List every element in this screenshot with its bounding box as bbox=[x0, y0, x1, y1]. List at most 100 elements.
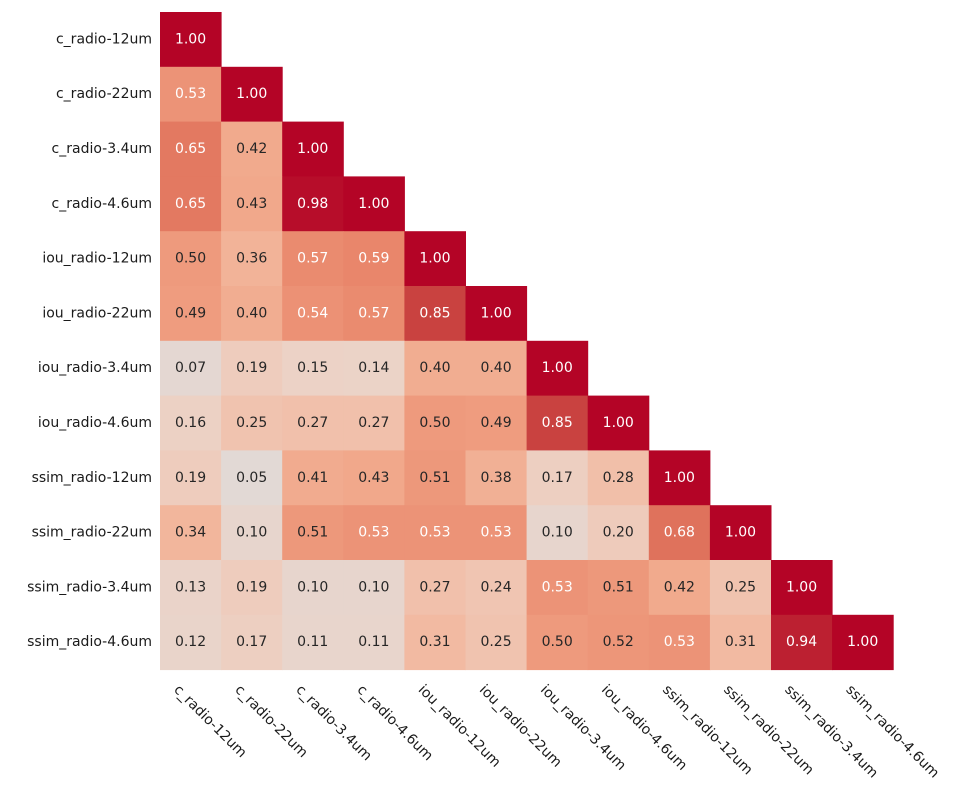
cell-value-label: 0.54 bbox=[297, 305, 328, 321]
cell-value-label: 0.11 bbox=[297, 634, 328, 650]
cell-value-label: 0.27 bbox=[297, 415, 328, 431]
cell-value-label: 0.50 bbox=[175, 251, 206, 267]
heatmap-cell bbox=[465, 614, 528, 671]
row-tick-label: ssim_radio-22um bbox=[32, 525, 152, 541]
heatmap-cell bbox=[160, 286, 222, 342]
cell-value-label: 1.00 bbox=[542, 360, 573, 376]
cell-value-label: 0.65 bbox=[175, 196, 206, 212]
cell-value-label: 1.00 bbox=[419, 251, 450, 267]
heatmap-cell bbox=[343, 340, 405, 397]
heatmap-cell bbox=[160, 121, 222, 177]
heatmap-cell bbox=[282, 176, 344, 232]
cell-value-label: 0.16 bbox=[175, 415, 206, 431]
cell-value-label: 0.85 bbox=[542, 415, 573, 431]
heatmap-cell bbox=[526, 395, 589, 451]
heatmap-cell bbox=[343, 286, 405, 342]
cell-value-label: 0.31 bbox=[419, 634, 450, 650]
heatmap-cell bbox=[404, 450, 466, 506]
cell-value-label: 0.14 bbox=[358, 360, 389, 376]
heatmap-cell bbox=[709, 614, 772, 671]
row-tick-label: c_radio-4.6um bbox=[52, 196, 152, 212]
cell-value-label: 0.05 bbox=[236, 470, 267, 486]
cell-value-label: 1.00 bbox=[786, 579, 817, 595]
heatmap-cell bbox=[221, 560, 283, 616]
cell-value-label: 0.10 bbox=[542, 525, 573, 541]
row-tick-label: c_radio-12um bbox=[56, 31, 152, 47]
heatmap-cell bbox=[526, 340, 589, 397]
cell-value-label: 0.40 bbox=[236, 305, 267, 321]
cell-value-label: 0.19 bbox=[175, 470, 206, 486]
heatmap-cell bbox=[221, 395, 283, 451]
heatmap-cell bbox=[282, 395, 344, 451]
heatmap-cell bbox=[343, 176, 405, 232]
row-tick-label: iou_radio-22um bbox=[42, 305, 152, 321]
heatmap-cell bbox=[648, 450, 711, 506]
heatmap-cell bbox=[648, 505, 711, 561]
heatmap-cell bbox=[343, 450, 405, 506]
cell-value-label: 0.25 bbox=[480, 634, 511, 650]
cell-value-label: 0.10 bbox=[236, 525, 267, 541]
cell-value-label: 1.00 bbox=[725, 525, 756, 541]
heatmap-cell bbox=[282, 121, 344, 177]
cell-value-label: 0.17 bbox=[542, 470, 573, 486]
heatmap-cell bbox=[221, 505, 283, 561]
cell-value-label: 0.15 bbox=[297, 360, 328, 376]
cell-value-label: 0.24 bbox=[480, 579, 511, 595]
row-tick-label: c_radio-3.4um bbox=[52, 141, 152, 157]
cell-value-label: 0.19 bbox=[236, 360, 267, 376]
heatmap-cell bbox=[160, 395, 222, 451]
cell-value-label: 1.00 bbox=[175, 31, 206, 47]
row-labels: c_radio-12um c_radio-22um c_radio-3.4um c_r… bbox=[27, 31, 152, 650]
heatmap-cell bbox=[526, 505, 589, 561]
cell-value-label: 0.42 bbox=[664, 579, 695, 595]
cell-value-label: 0.20 bbox=[603, 525, 634, 541]
heatmap-cell bbox=[587, 614, 650, 671]
heatmap-cells: 1.00 0.53 1.00 0.65 0.42 1.00 0.65 0.43 0.98 1.00… bbox=[160, 12, 894, 671]
cell-value-label: 0.28 bbox=[603, 470, 634, 486]
cell-value-label: 0.42 bbox=[236, 141, 267, 157]
row-tick-label: ssim_radio-4.6um bbox=[27, 634, 152, 650]
heatmap-cell bbox=[160, 450, 222, 506]
cell-value-label: 0.53 bbox=[419, 525, 450, 541]
cell-value-label: 0.50 bbox=[419, 415, 450, 431]
heatmap-cell bbox=[282, 614, 344, 671]
heatmap-cell bbox=[221, 121, 283, 177]
heatmap-cell bbox=[404, 560, 466, 616]
cell-value-label: 0.59 bbox=[358, 251, 389, 267]
cell-value-label: 0.50 bbox=[542, 634, 573, 650]
heatmap-cell bbox=[221, 340, 283, 397]
cell-value-label: 0.34 bbox=[175, 525, 206, 541]
heatmap-cell bbox=[343, 231, 405, 287]
cell-value-label: 0.31 bbox=[725, 634, 756, 650]
cell-value-label: 0.51 bbox=[419, 470, 450, 486]
heatmap-cell bbox=[648, 614, 711, 671]
cell-value-label: 0.38 bbox=[480, 470, 511, 486]
heatmap-cell bbox=[771, 560, 833, 616]
column-labels: c_radio-12umc_radio-22umc_radio-3.4umc_r… bbox=[170, 682, 942, 782]
cell-value-label: 0.49 bbox=[480, 415, 511, 431]
cell-value-label: 0.10 bbox=[297, 579, 328, 595]
cell-value-label: 0.17 bbox=[236, 634, 267, 650]
cell-value-label: 0.40 bbox=[480, 360, 511, 376]
heatmap-cell bbox=[404, 505, 466, 561]
cell-value-label: 0.27 bbox=[419, 579, 450, 595]
row-tick-label: c_radio-22um bbox=[56, 86, 152, 102]
heatmap-cell bbox=[709, 505, 772, 561]
heatmap-cell bbox=[282, 231, 344, 287]
cell-value-label: 0.53 bbox=[664, 634, 695, 650]
heatmap-cell bbox=[526, 614, 589, 671]
cell-value-label: 1.00 bbox=[480, 305, 511, 321]
cell-value-label: 0.94 bbox=[786, 634, 817, 650]
heatmap-cell bbox=[221, 286, 283, 342]
heatmap-cell bbox=[160, 66, 222, 123]
heatmap-cell bbox=[465, 286, 528, 342]
heatmap-cell bbox=[526, 450, 589, 506]
cell-value-label: 0.41 bbox=[297, 470, 328, 486]
heatmap-cell bbox=[160, 560, 222, 616]
heatmap-cell bbox=[404, 231, 466, 287]
heatmap-cell bbox=[832, 614, 894, 671]
cell-value-label: 0.53 bbox=[175, 86, 206, 102]
cell-value-label: 0.53 bbox=[358, 525, 389, 541]
heatmap-cell bbox=[465, 450, 528, 506]
